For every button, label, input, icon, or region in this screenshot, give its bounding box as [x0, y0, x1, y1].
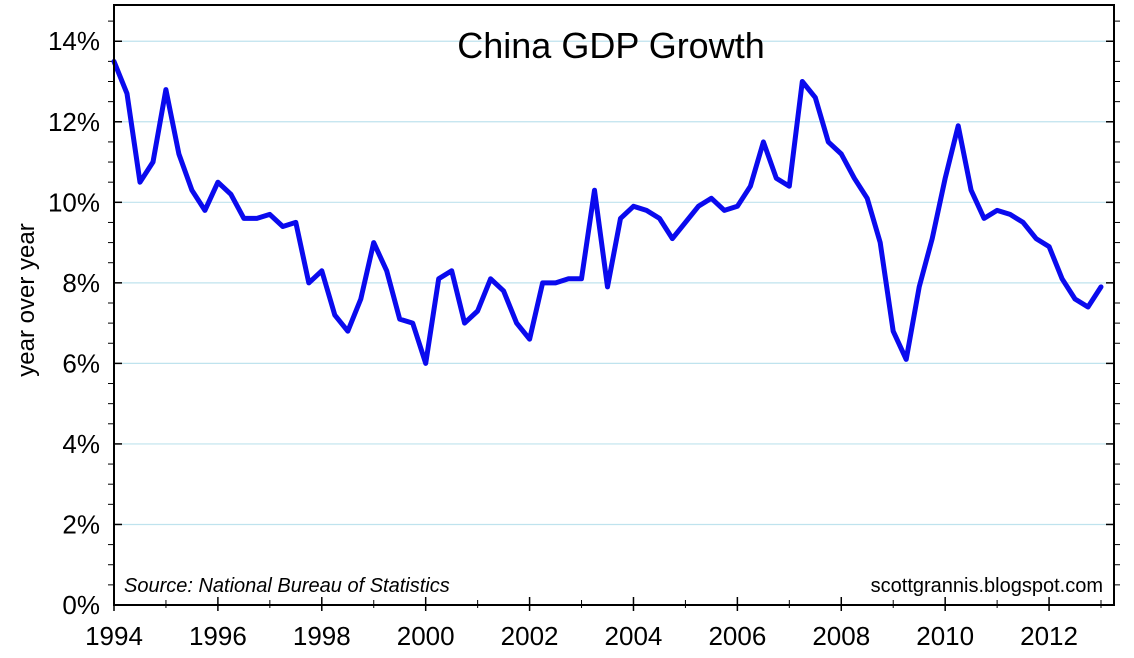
- credit-note: scottgrannis.blogspot.com: [871, 575, 1103, 597]
- y-tick-label: 6%: [62, 348, 100, 378]
- minor-ticks: [108, 20, 1120, 586]
- y-tick-label: 4%: [62, 429, 100, 459]
- plot-frame: [113, 4, 1115, 606]
- x-tick-label: 2012: [1020, 621, 1078, 651]
- x-tick-label: 2010: [916, 621, 974, 651]
- x-tick-label: 1996: [189, 621, 247, 651]
- gridlines: [114, 40, 1114, 526]
- source-note: Source: National Bureau of Statistics: [124, 575, 450, 597]
- y-tick-label: 10%: [48, 187, 100, 217]
- x-tick-label: 2002: [501, 621, 559, 651]
- x-tick-label: 2004: [605, 621, 663, 651]
- chart-title: China GDP Growth: [457, 25, 764, 66]
- y-tick-label: 12%: [48, 107, 100, 137]
- x-tick-label: 1998: [293, 621, 351, 651]
- x-tick-label: 2008: [812, 621, 870, 651]
- y-tick-label: 8%: [62, 268, 100, 298]
- y-tick-label: 0%: [62, 590, 100, 620]
- series-group: [111, 58, 1104, 366]
- x-tick-label: 2006: [708, 621, 766, 651]
- x-axis: 1994 1996 1998 2000 2002 2004 2006 2008 2010 2012: [85, 597, 1102, 651]
- series-line: [111, 58, 1104, 366]
- x-tick-label: 2000: [397, 621, 455, 651]
- y-tick-label: 14%: [48, 26, 100, 56]
- y-tick-label: 2%: [62, 509, 100, 539]
- y-axis: 0% 2% 4% 6% 8% 10% 12% 14%: [48, 26, 1114, 620]
- x-tick-label: 1994: [85, 621, 143, 651]
- y-axis-label: year over year: [13, 223, 40, 376]
